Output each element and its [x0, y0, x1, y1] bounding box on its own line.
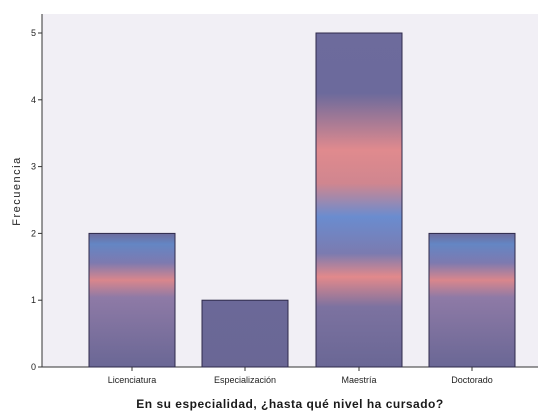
y-tick-label: 1	[31, 295, 36, 305]
x-tick-label: Licenciatura	[108, 375, 157, 385]
x-tick-label: Especialización	[214, 375, 276, 385]
x-tick-label: Maestría	[341, 375, 376, 385]
y-tick-label: 2	[31, 228, 36, 238]
bar-2	[315, 32, 403, 368]
x-axis-ticks: Licenciatura Especialización Maestría Docto…	[108, 367, 493, 385]
y-axis-title: Frecuencia	[11, 156, 23, 225]
x-axis-title: En su especialidad, ¿hasta qué nivel ha …	[136, 397, 443, 411]
y-axis-ticks: 0 1 2 3 4 5	[31, 28, 42, 372]
y-tick-label: 3	[31, 162, 36, 172]
bar-series	[88, 32, 516, 368]
bar-0	[88, 232, 176, 368]
x-tick-label: Doctorado	[451, 375, 493, 385]
y-tick-label: 5	[31, 28, 36, 38]
bar-3	[428, 232, 516, 368]
bar-1	[201, 299, 289, 368]
y-tick-label: 0	[31, 362, 36, 372]
y-tick-label: 4	[31, 95, 36, 105]
